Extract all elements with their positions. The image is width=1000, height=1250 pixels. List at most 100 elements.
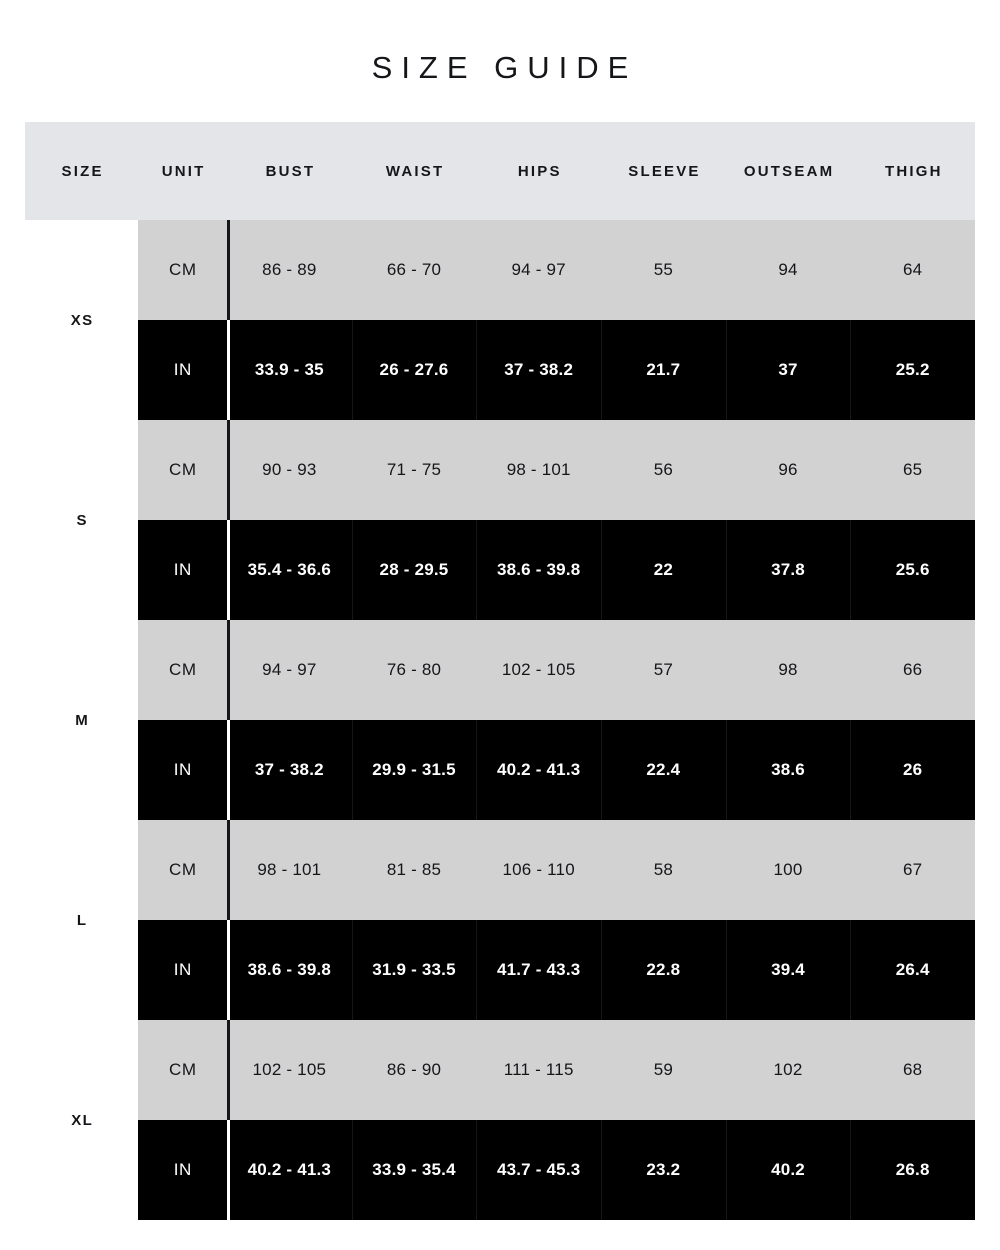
unit-bust-divider bbox=[227, 1020, 230, 1220]
value-thigh-cm: 68 bbox=[903, 1060, 923, 1079]
unit-cell-in: IN bbox=[173, 760, 192, 779]
value-hips-cm: 102 - 105 bbox=[501, 660, 576, 679]
column-header-sleeve: SLEEVE bbox=[628, 162, 701, 180]
unit-bust-divider bbox=[227, 620, 230, 820]
column-header-outseam: OUTSEAM bbox=[743, 162, 835, 180]
unit-bust-divider bbox=[227, 420, 230, 620]
size-label-xs: XS bbox=[25, 220, 138, 420]
unit-cell-in: IN bbox=[173, 560, 192, 579]
value-thigh-cm: 64 bbox=[903, 260, 923, 279]
unit-cell-cm: CM bbox=[168, 860, 197, 879]
column-header-waist: WAIST bbox=[385, 162, 445, 180]
value-outseam-cm: 102 bbox=[773, 1060, 803, 1079]
table-row: CM 86 - 89 66 - 70 94 - 97 55 94 64 bbox=[25, 220, 975, 320]
value-sleeve-in: 23.2 bbox=[601, 1120, 726, 1220]
value-sleeve-cm: 56 bbox=[653, 460, 673, 479]
value-waist-cm: 81 - 85 bbox=[386, 860, 442, 879]
value-sleeve-in: 22 bbox=[601, 520, 726, 620]
value-thigh-in: 26.8 bbox=[850, 1120, 975, 1220]
size-group-xl: XL CM 102 - 105 86 - 90 111 - 115 59 102… bbox=[25, 1020, 975, 1220]
value-waist-in: 26 - 27.6 bbox=[352, 320, 477, 420]
table-row: CM 98 - 101 81 - 85 106 - 110 58 100 67 bbox=[25, 820, 975, 920]
value-bust-in: 37 - 38.2 bbox=[227, 720, 352, 820]
value-hips-in: 40.2 - 41.3 bbox=[476, 720, 601, 820]
column-header-bust: BUST bbox=[265, 162, 316, 180]
value-hips-cm: 94 - 97 bbox=[511, 260, 566, 279]
value-bust-cm: 98 - 101 bbox=[257, 860, 322, 879]
unit-cell-cm: CM bbox=[168, 660, 197, 679]
value-waist-cm: 71 - 75 bbox=[386, 460, 442, 479]
value-hips-cm: 98 - 101 bbox=[506, 460, 571, 479]
value-hips-in: 37 - 38.2 bbox=[476, 320, 601, 420]
value-sleeve-cm: 59 bbox=[653, 1060, 673, 1079]
value-sleeve-cm: 58 bbox=[653, 860, 673, 879]
table-row: IN 35.4 - 36.6 28 - 29.5 38.6 - 39.8 22 … bbox=[25, 520, 975, 620]
value-thigh-in: 26.4 bbox=[850, 920, 975, 1020]
value-bust-in: 38.6 - 39.8 bbox=[227, 920, 352, 1020]
value-thigh-in: 25.6 bbox=[850, 520, 975, 620]
column-header-size: SIZE bbox=[61, 162, 104, 180]
value-thigh-in: 25.2 bbox=[850, 320, 975, 420]
page-title: SIZE GUIDE bbox=[371, 50, 638, 85]
column-header-hips: HIPS bbox=[517, 162, 562, 180]
unit-bust-divider bbox=[227, 820, 230, 1020]
value-sleeve-in: 22.8 bbox=[601, 920, 726, 1020]
value-outseam-in: 39.4 bbox=[726, 920, 851, 1020]
size-label-xl: XL bbox=[25, 1020, 138, 1220]
value-hips-cm: 106 - 110 bbox=[502, 860, 575, 879]
value-outseam-cm: 100 bbox=[773, 860, 803, 879]
value-thigh-cm: 66 bbox=[903, 660, 923, 679]
unit-cell-cm: CM bbox=[168, 260, 197, 279]
value-bust-cm: 86 - 89 bbox=[262, 260, 317, 279]
value-outseam-in: 37.8 bbox=[726, 520, 851, 620]
value-waist-cm: 76 - 80 bbox=[386, 660, 442, 679]
value-waist-in: 29.9 - 31.5 bbox=[352, 720, 477, 820]
unit-cell-in: IN bbox=[173, 960, 192, 979]
value-thigh-cm: 65 bbox=[903, 460, 923, 479]
value-waist-in: 33.9 - 35.4 bbox=[352, 1120, 477, 1220]
size-group-m: M CM 94 - 97 76 - 80 102 - 105 57 98 66 … bbox=[25, 620, 975, 821]
value-waist-in: 31.9 - 33.5 bbox=[352, 920, 477, 1020]
unit-cell-cm: CM bbox=[168, 460, 197, 479]
value-sleeve-cm: 55 bbox=[653, 260, 673, 279]
size-label-l: L bbox=[25, 820, 138, 1020]
value-bust-cm: 90 - 93 bbox=[262, 460, 317, 479]
value-waist-cm: 86 - 90 bbox=[386, 1060, 442, 1079]
value-hips-cm: 111 - 115 bbox=[503, 1060, 574, 1079]
table-row: CM 90 - 93 71 - 75 98 - 101 56 96 65 bbox=[25, 420, 975, 520]
value-thigh-in: 26 bbox=[850, 720, 975, 820]
table-row: IN 38.6 - 39.8 31.9 - 33.5 41.7 - 43.3 2… bbox=[25, 920, 975, 1020]
value-bust-in: 33.9 - 35 bbox=[227, 320, 352, 420]
table-row: CM 102 - 105 86 - 90 111 - 115 59 102 68 bbox=[25, 1020, 975, 1120]
size-group-l: L CM 98 - 101 81 - 85 106 - 110 58 100 6… bbox=[25, 820, 975, 1021]
value-outseam-in: 38.6 bbox=[726, 720, 851, 820]
value-bust-in: 40.2 - 41.3 bbox=[227, 1120, 352, 1220]
size-label-s: S bbox=[25, 420, 138, 620]
value-sleeve-in: 21.7 bbox=[601, 320, 726, 420]
value-outseam-cm: 94 bbox=[778, 260, 798, 279]
value-bust-cm: 102 - 105 bbox=[252, 1060, 327, 1079]
table-row: CM 94 - 97 76 - 80 102 - 105 57 98 66 bbox=[25, 620, 975, 720]
column-header-unit: UNIT bbox=[161, 162, 206, 180]
value-bust-cm: 94 - 97 bbox=[262, 660, 317, 679]
size-guide-table: SIZE UNIT BUST WAIST HIPS SLEEVE OUTSEAM… bbox=[25, 122, 975, 1220]
unit-cell-in: IN bbox=[173, 1160, 192, 1179]
size-label-m: M bbox=[25, 620, 138, 820]
value-hips-in: 43.7 - 45.3 bbox=[476, 1120, 601, 1220]
value-bust-in: 35.4 - 36.6 bbox=[227, 520, 352, 620]
table-row: IN 33.9 - 35 26 - 27.6 37 - 38.2 21.7 37… bbox=[25, 320, 975, 420]
unit-bust-divider bbox=[227, 220, 230, 420]
value-hips-in: 38.6 - 39.8 bbox=[476, 520, 601, 620]
unit-cell-in: IN bbox=[173, 360, 192, 379]
value-outseam-cm: 98 bbox=[778, 660, 798, 679]
value-waist-cm: 66 - 70 bbox=[386, 260, 442, 279]
value-outseam-in: 40.2 bbox=[726, 1120, 851, 1220]
value-sleeve-cm: 57 bbox=[653, 660, 673, 679]
value-waist-in: 28 - 29.5 bbox=[352, 520, 477, 620]
value-hips-in: 41.7 - 43.3 bbox=[476, 920, 601, 1020]
value-outseam-in: 37 bbox=[726, 320, 851, 420]
size-group-xs: XS CM 86 - 89 66 - 70 94 - 97 55 94 64 I… bbox=[25, 220, 975, 421]
size-group-s: S CM 90 - 93 71 - 75 98 - 101 56 96 65 I… bbox=[25, 420, 975, 621]
table-row: IN 37 - 38.2 29.9 - 31.5 40.2 - 41.3 22.… bbox=[25, 720, 975, 820]
